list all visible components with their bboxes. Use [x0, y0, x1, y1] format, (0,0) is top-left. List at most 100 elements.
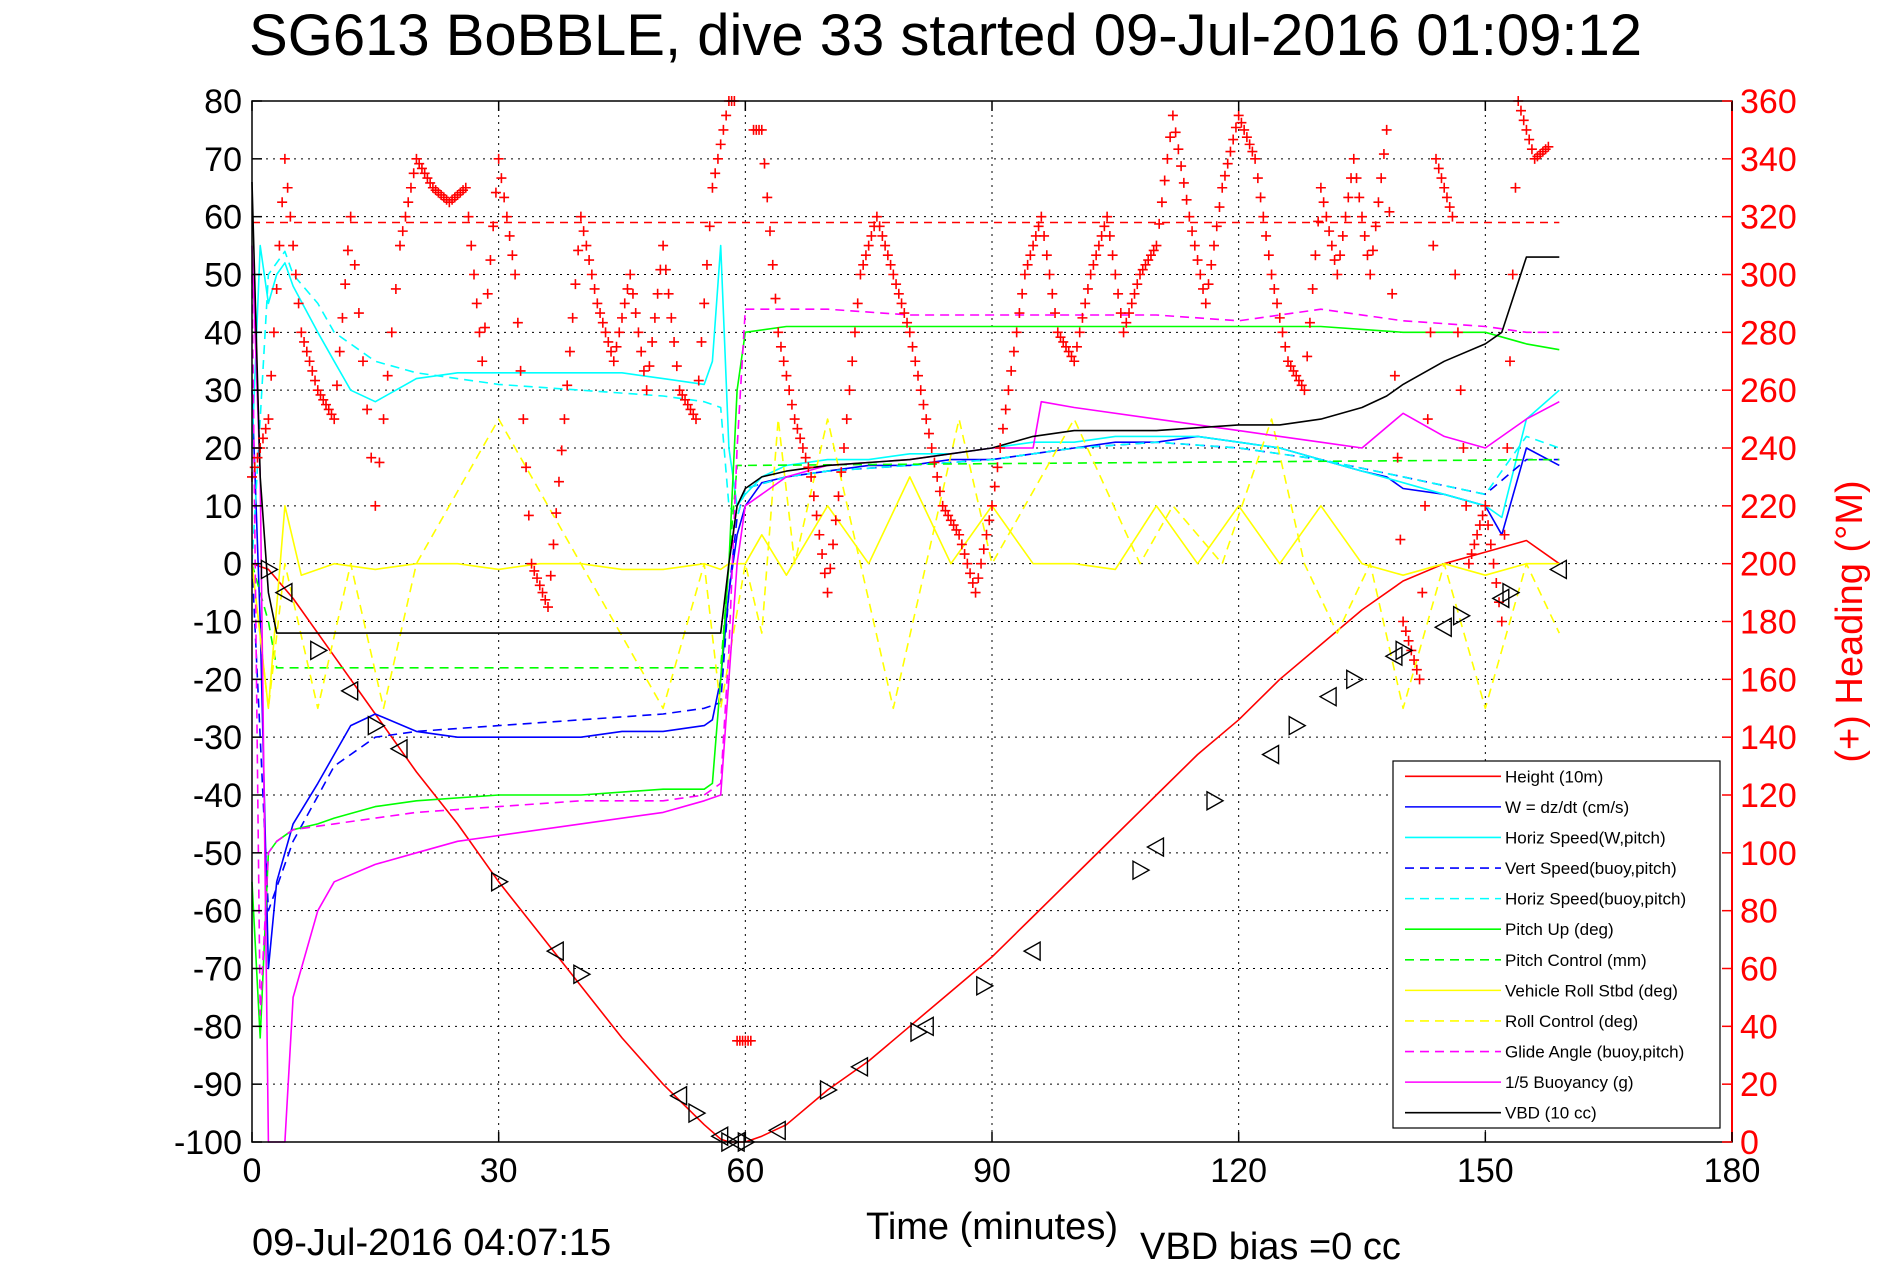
heading-point	[545, 570, 556, 581]
heading-point	[989, 481, 1000, 492]
heading-point	[1337, 230, 1348, 241]
heading-point	[1080, 298, 1091, 309]
y-tick-label: 30	[204, 372, 242, 410]
heading-point	[1466, 549, 1477, 560]
heading-point	[1505, 356, 1515, 367]
heading-point	[1400, 626, 1411, 637]
right-y-tick-label: 340	[1740, 141, 1797, 179]
marker-triangle	[389, 738, 408, 759]
marker-triangle	[1146, 836, 1165, 858]
heading-point	[353, 308, 364, 319]
heading-point	[956, 539, 967, 550]
marker-triangle	[1318, 686, 1337, 707]
y-tick-label: 60	[204, 199, 242, 237]
heading-point	[1351, 173, 1362, 184]
heading-point	[1225, 146, 1236, 157]
x-tick-label: 90	[973, 1152, 1011, 1190]
heading-point	[532, 573, 543, 584]
heading-point	[1521, 124, 1532, 135]
heading-point	[839, 443, 849, 453]
heading-point	[1302, 351, 1313, 362]
heading-point	[1203, 279, 1214, 290]
heading-point	[1299, 385, 1310, 396]
heading-point	[1118, 327, 1129, 338]
heading-point	[1176, 161, 1187, 172]
heading-point	[304, 356, 315, 367]
heading-point	[1154, 218, 1165, 229]
heading-point	[765, 226, 775, 237]
heading-point	[252, 452, 263, 463]
heading-point	[891, 279, 902, 290]
legend-entry: VBD (10 cc)	[1505, 1104, 1597, 1123]
heading-point	[1011, 327, 1022, 338]
heading-point	[1113, 288, 1124, 299]
heading-point	[296, 327, 307, 338]
heading-point	[773, 327, 784, 338]
marker-triangle	[274, 582, 293, 603]
heading-point	[1126, 298, 1137, 309]
heading-point	[1463, 558, 1474, 569]
heading-point	[1370, 221, 1381, 232]
heading-point	[499, 192, 510, 203]
heading-point	[397, 226, 408, 237]
heading-point	[1488, 558, 1499, 569]
heading-point	[855, 269, 866, 280]
marker-triangle	[367, 715, 386, 736]
heading-point	[285, 211, 296, 222]
heading-point	[485, 255, 496, 266]
heading-point	[1200, 298, 1211, 309]
heading-point	[649, 312, 660, 323]
x-tick-label: 0	[243, 1152, 262, 1190]
heading-point	[970, 587, 981, 598]
heading-point	[1425, 327, 1436, 338]
heading-point	[501, 211, 512, 222]
legend: Height (10m) W = dz/dt (cm/s) Horiz Speed(…	[1392, 760, 1721, 1129]
heading-point	[721, 110, 732, 121]
heading-point	[1162, 153, 1173, 164]
heading-point	[1222, 158, 1233, 169]
y-tick-label: -60	[193, 893, 242, 931]
legend-entry: Pitch Control (mm)	[1505, 951, 1647, 970]
heading-point	[871, 211, 882, 222]
heading-point	[510, 269, 521, 280]
heading-point	[1252, 173, 1263, 184]
heading-point	[811, 510, 822, 521]
heading-point	[1255, 192, 1266, 203]
heading-point	[907, 341, 918, 352]
heading-point	[1403, 635, 1414, 646]
heading-point	[1187, 226, 1198, 237]
marker-triangle	[260, 559, 279, 580]
heading-point	[1044, 269, 1055, 280]
heading-point	[828, 539, 839, 550]
heading-point	[564, 346, 575, 357]
heading-point	[573, 245, 584, 256]
heading-point	[992, 462, 1003, 473]
heading-point	[1439, 182, 1450, 193]
y-tick-label: -90	[193, 1066, 242, 1104]
heading-point	[995, 443, 1006, 453]
heading-point	[1167, 110, 1178, 121]
marker-triangle	[688, 1102, 707, 1124]
heading-point	[712, 153, 723, 164]
heading-point	[1269, 283, 1280, 294]
heading-point	[512, 317, 523, 328]
right-y-tick-label: 120	[1740, 777, 1797, 815]
heading-point	[902, 317, 913, 328]
marker-layer	[260, 559, 1568, 1153]
heading-point	[374, 457, 385, 468]
heading-point	[852, 298, 863, 309]
series-line	[251, 476, 1560, 710]
marker-triangle	[1452, 605, 1472, 626]
heading-point	[403, 197, 414, 208]
heading-point	[888, 269, 899, 280]
heading-point	[715, 139, 726, 150]
heading-point	[597, 317, 608, 328]
heading-point	[340, 279, 351, 290]
heading-point	[518, 414, 529, 425]
heading-point	[1348, 153, 1359, 164]
heading-point	[268, 327, 279, 338]
series-line	[251, 441, 1560, 912]
heading-point	[1022, 259, 1033, 270]
heading-point	[575, 211, 586, 222]
heading-point	[274, 240, 285, 251]
